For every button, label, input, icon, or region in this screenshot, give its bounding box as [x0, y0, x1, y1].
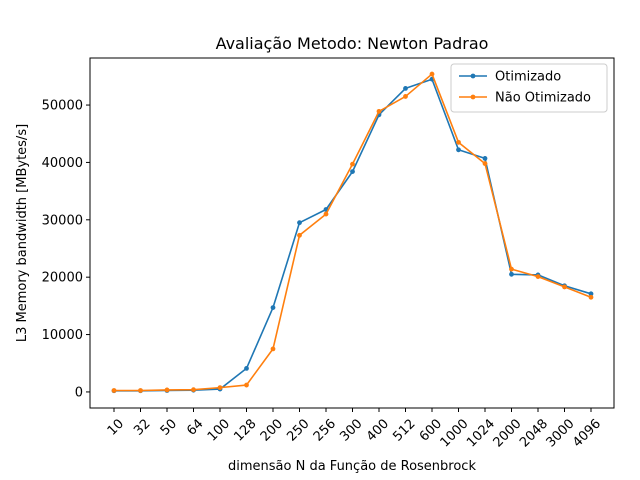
y-tick-label: 30000: [42, 213, 83, 228]
data-point: [456, 147, 461, 153]
x-tick-label: 64: [184, 416, 206, 438]
x-axis: 10 32 50 6410012820025025630040051260010001…: [105, 408, 604, 450]
data-point: [456, 139, 461, 145]
series-layer: [111, 71, 594, 394]
y-tick-label: 50000: [42, 99, 83, 114]
series-line: [114, 73, 592, 392]
data-point: [297, 232, 302, 238]
series-1: [111, 76, 594, 394]
data-point: [244, 366, 249, 371]
data-point: [509, 271, 514, 277]
data-point: [588, 291, 594, 297]
legend-label: Otimizado: [495, 70, 561, 85]
y-tick-label: 40000: [42, 156, 83, 171]
data-point: [270, 305, 276, 310]
x-tick-label: 512: [390, 416, 418, 444]
data-point: [429, 71, 435, 77]
x-tick-label: 200: [258, 416, 286, 444]
x-tick-label: 32: [131, 416, 153, 438]
x-axis-label: dimensão N da Função de Rosenbrock: [228, 459, 476, 474]
data-point: [244, 382, 249, 388]
x-tick-label: 4096: [570, 416, 604, 450]
legend-marker: [470, 73, 476, 79]
chart-title: Avaliação Metodo: Newton Padrao: [216, 34, 489, 53]
data-point: [403, 94, 408, 99]
plot-frame: [89, 57, 615, 409]
x-tick-label: 1024: [464, 416, 498, 450]
x-tick-label: 2048: [517, 416, 551, 450]
x-tick-label: 300: [337, 416, 365, 444]
data-point: [482, 161, 488, 166]
data-point: [191, 387, 196, 393]
data-point: [323, 211, 329, 217]
series-2: [111, 71, 594, 393]
data-point: [509, 266, 514, 272]
legend-label: Não Otimizado: [495, 91, 591, 106]
legend-item: Otimizado: [459, 70, 561, 85]
x-tick-label: 2000: [491, 416, 525, 450]
x-tick-label: 50: [158, 416, 180, 438]
data-point: [535, 274, 541, 280]
data-point: [588, 294, 594, 300]
x-tick-label: 250: [284, 416, 312, 444]
data-point: [403, 86, 408, 91]
data-point: [217, 385, 223, 391]
y-tick-label: 10000: [42, 328, 83, 343]
y-axis-label: L3 Memory bandwidth [MBytes/s]: [15, 124, 30, 342]
x-tick-label: 10: [105, 416, 127, 438]
legend-box: [450, 63, 608, 113]
x-tick-label: 400: [364, 416, 392, 444]
y-axis: 0 10000 20000 30000 40000 50000: [42, 99, 90, 400]
y-tick-label: 0: [75, 385, 83, 400]
data-point: [111, 388, 117, 393]
data-point: [138, 388, 143, 393]
data-point: [562, 284, 567, 290]
x-tick-label: 1000: [438, 416, 472, 450]
legend-marker: [470, 94, 476, 100]
data-point: [350, 161, 355, 167]
x-tick-label: 128: [231, 416, 259, 444]
x-tick-label: 3000: [544, 416, 578, 450]
y-tick-label: 20000: [42, 271, 83, 286]
series-line: [114, 78, 592, 392]
x-tick-label: 256: [311, 416, 339, 444]
data-point: [482, 156, 488, 161]
data-point: [350, 169, 355, 175]
data-point: [297, 220, 302, 226]
x-tick-label: 100: [205, 416, 233, 444]
legend: Otimizado Não Otimizado: [450, 63, 608, 113]
data-point: [164, 387, 170, 393]
data-point: [270, 346, 276, 352]
data-point: [376, 108, 382, 114]
legend-item: Não Otimizado: [459, 91, 591, 106]
